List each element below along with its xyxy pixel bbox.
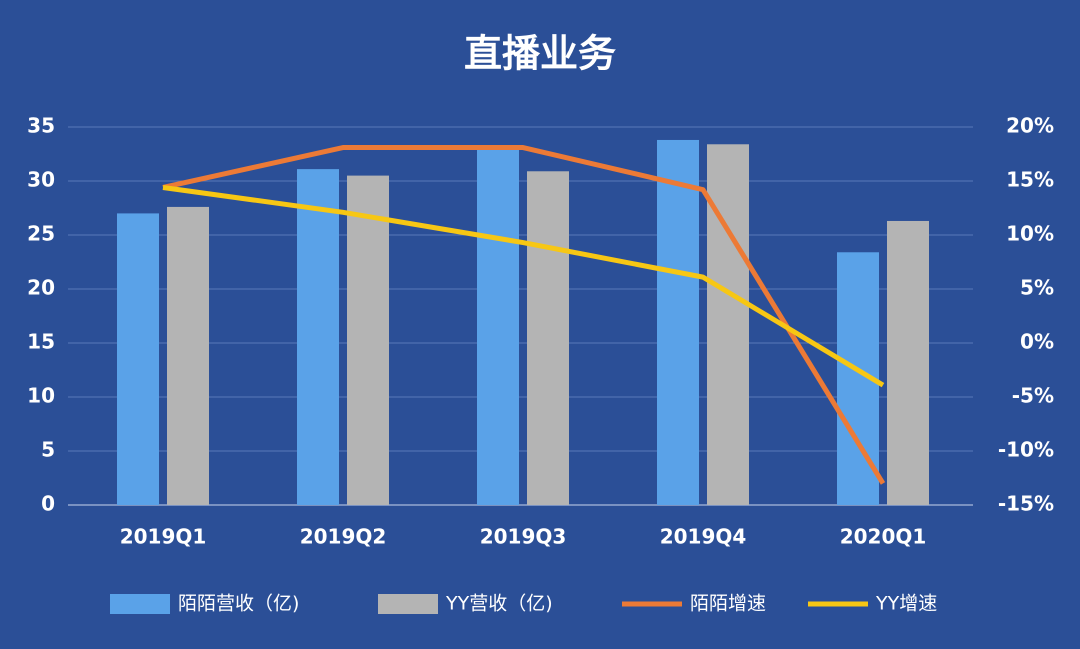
y-tick-label: 0 <box>41 492 55 516</box>
y2-tick-label: 20% <box>1006 114 1054 138</box>
y2-tick-label: 15% <box>1006 168 1054 192</box>
x-tick-label: 2019Q3 <box>480 525 567 549</box>
y-tick-label: 5 <box>41 438 55 462</box>
bar <box>707 144 749 505</box>
y-tick-label: 25 <box>27 222 55 246</box>
bar <box>477 149 519 505</box>
bar <box>117 213 159 505</box>
x-tick-label: 2019Q1 <box>120 525 207 549</box>
bar <box>657 139 699 505</box>
line <box>162 145 886 485</box>
bar <box>527 171 569 505</box>
y2-tick-label: 0% <box>1020 330 1054 354</box>
bar <box>167 206 209 506</box>
x-tick-label: 2019Q4 <box>660 525 747 549</box>
legend-swatch <box>378 594 438 614</box>
legend-label: 陌陌增速 <box>690 593 766 615</box>
y-tick-label: 30 <box>27 168 55 192</box>
bar <box>347 175 389 505</box>
y2-tick-label: 10% <box>1006 222 1054 246</box>
bar <box>297 169 339 505</box>
legend-label: YY营收（亿) <box>445 593 553 615</box>
y2-tick-label: -15% <box>998 492 1054 516</box>
y-tick-label: 20 <box>27 276 55 300</box>
y-tick-label: 10 <box>27 384 55 408</box>
chart-title: 直播业务 <box>464 32 616 76</box>
x-tick-label: 2019Q2 <box>300 525 387 549</box>
line <box>162 185 885 388</box>
y-tick-label: 35 <box>27 114 55 138</box>
y2-tick-label: 5% <box>1020 276 1054 300</box>
legend-label: YY增速 <box>875 593 937 615</box>
legend-swatch <box>110 594 170 614</box>
y2-tick-label: -5% <box>1012 384 1054 408</box>
y-tick-label: 15 <box>27 330 55 354</box>
bar <box>887 220 929 505</box>
x-tick-label: 2020Q1 <box>840 525 927 549</box>
y2-tick-label: -10% <box>998 438 1054 462</box>
legend-label: 陌陌营收（亿) <box>178 593 299 615</box>
